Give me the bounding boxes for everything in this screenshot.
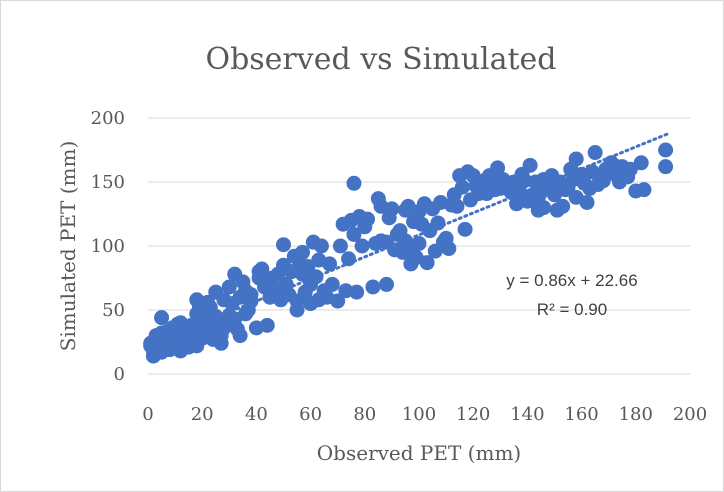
data-point — [522, 157, 538, 173]
data-point — [449, 198, 465, 214]
data-point — [232, 328, 248, 344]
data-point — [289, 302, 305, 318]
r-squared-label: R² = 0.90 — [537, 300, 607, 319]
data-point — [568, 151, 584, 167]
x-tick-label: 200 — [673, 404, 707, 425]
data-point — [360, 211, 376, 227]
data-point — [221, 279, 237, 295]
data-point — [349, 284, 365, 300]
data-point — [341, 251, 357, 267]
data-point — [313, 238, 329, 254]
data-points — [143, 142, 674, 364]
data-point — [536, 200, 552, 216]
data-point — [154, 310, 170, 326]
data-point — [378, 276, 394, 292]
data-point — [555, 198, 571, 214]
y-tick-label: 50 — [102, 300, 125, 321]
chart-title: Observed vs Simulated — [205, 42, 556, 77]
x-tick-label: 40 — [245, 404, 268, 425]
data-point — [330, 293, 346, 309]
x-tick-label: 20 — [191, 404, 214, 425]
data-point — [579, 194, 595, 210]
data-point — [457, 221, 473, 237]
data-point — [658, 142, 674, 158]
y-tick-label: 150 — [91, 172, 125, 193]
x-tick-label: 140 — [510, 404, 544, 425]
data-point — [411, 235, 427, 251]
data-point — [338, 283, 354, 299]
data-point — [259, 317, 275, 333]
data-point — [346, 175, 362, 191]
x-tick-label: 100 — [402, 404, 436, 425]
y-tick-label: 0 — [114, 364, 125, 385]
data-point — [419, 255, 435, 271]
y-tick-label: 200 — [91, 108, 125, 129]
data-point — [517, 173, 533, 189]
x-tick-label: 120 — [456, 404, 490, 425]
data-point — [354, 238, 370, 254]
data-point — [441, 241, 457, 257]
data-point — [254, 261, 270, 277]
x-tick-label: 180 — [619, 404, 653, 425]
x-axis-label: Observed PET (mm) — [317, 441, 521, 465]
data-point — [587, 145, 603, 161]
data-point — [365, 279, 381, 295]
data-point — [322, 256, 338, 272]
data-point — [346, 226, 362, 242]
data-point — [324, 276, 340, 292]
y-tick-label: 100 — [91, 236, 125, 257]
data-point — [490, 160, 506, 176]
trendline-equation: y = 0.86x + 22.66 — [506, 271, 637, 290]
x-tick-label: 160 — [564, 404, 598, 425]
data-point — [454, 179, 470, 195]
data-point — [300, 258, 316, 274]
data-point — [332, 238, 348, 254]
data-point — [308, 269, 324, 285]
x-axis-ticks: 0 20 40 60 80 100 120 140 160 180 200 — [142, 404, 707, 425]
data-point — [658, 159, 674, 175]
x-tick-label: 60 — [299, 404, 322, 425]
data-point — [243, 293, 259, 309]
data-point — [636, 182, 652, 198]
data-point — [294, 244, 310, 260]
y-axis-ticks: 0 50 100 150 200 — [91, 108, 125, 385]
y-axis-label: Simulated PET (mm) — [56, 141, 80, 352]
data-point — [633, 155, 649, 171]
data-point — [430, 215, 446, 231]
x-tick-label: 80 — [353, 404, 376, 425]
data-point — [276, 237, 291, 253]
x-tick-label: 0 — [142, 404, 153, 425]
data-point — [384, 201, 400, 217]
data-point — [622, 161, 638, 177]
